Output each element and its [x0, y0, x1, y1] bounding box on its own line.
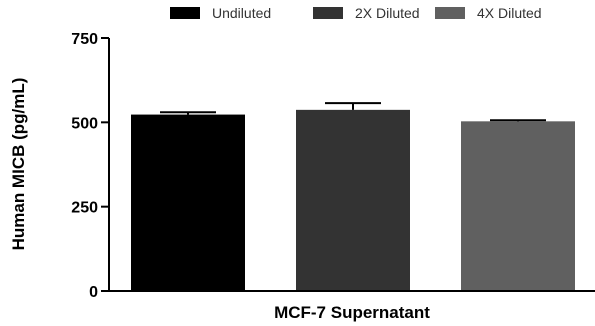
x-axis-title: MCF-7 Supernatant [274, 303, 430, 322]
legend-swatch [313, 7, 343, 19]
y-tick-label: 0 [89, 284, 98, 301]
bar-undiluted [131, 114, 245, 291]
error-bars [160, 102, 546, 122]
y-axis-title: Human MICB (pg/mL) [9, 78, 28, 251]
legend-swatch [170, 7, 200, 19]
y-axis: 0 250 500 750 [71, 31, 110, 301]
legend-label: 4X Diluted [477, 5, 542, 21]
y-tick-label: 750 [71, 31, 98, 48]
legend: Undiluted 2X Diluted 4X Diluted [170, 5, 542, 21]
bar-4x-diluted [461, 121, 575, 291]
legend-label: 2X Diluted [355, 5, 420, 21]
bar-2x-diluted [296, 109, 410, 292]
legend-label: Undiluted [212, 5, 271, 21]
bars [131, 109, 575, 292]
y-tick-label: 500 [71, 115, 98, 132]
legend-swatch [435, 7, 465, 19]
y-tick-label: 250 [71, 200, 98, 217]
